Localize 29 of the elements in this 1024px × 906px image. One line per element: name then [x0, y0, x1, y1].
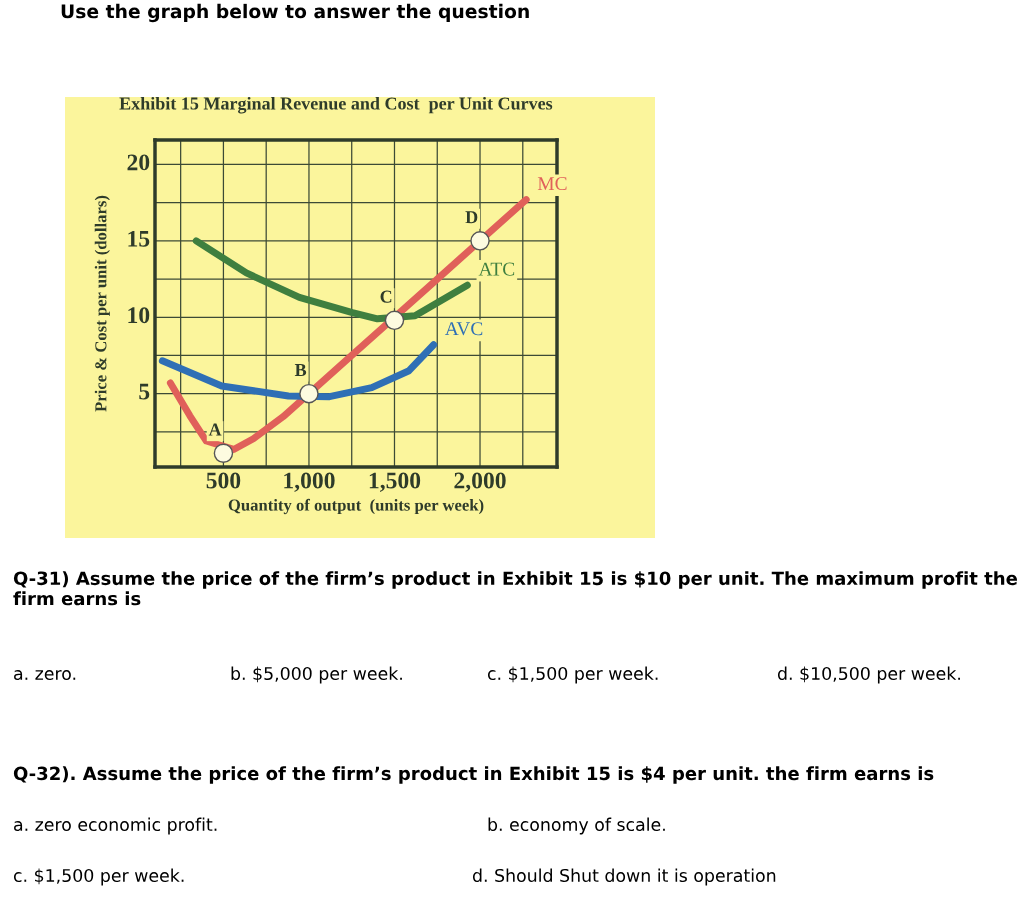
text: c. $1,500 per week.: [13, 868, 184, 886]
series-label: ATC: [478, 262, 515, 276]
text: a. zero.: [14, 670, 76, 681]
x-tick-label: 1,000: [284, 472, 335, 492]
text: d. Should Shut down it is operation: [472, 868, 776, 886]
x-tick-label: 2,000: [454, 472, 506, 492]
annotation: A: [208, 423, 222, 436]
y-axis-title: Price & Cost per unit (dollars): [94, 195, 110, 412]
text: c. $1,500 per week.: [487, 666, 658, 684]
y-tick-label: 5: [139, 383, 150, 400]
annotation: C: [380, 290, 392, 303]
text: d. $10,500 per week.: [777, 666, 960, 684]
annotation: B: [294, 364, 307, 376]
text: Q-31) Assume the price of the firm’s product in Exhibit 15 is $10 per unit. The maximum profit the firm earns is: [13, 571, 1018, 606]
series-label: MC: [537, 177, 567, 191]
text: a. zero economic profit.: [14, 817, 217, 835]
text: b. economy of scale.: [488, 817, 665, 835]
chart-title: Exhibit 15 Marginal Revenue and Cost per Unit Curves: [119, 96, 553, 114]
text: b. $5,000 per week.: [231, 666, 402, 684]
text: Q-32). Assume the price of the firm’s product in Exhibit 15 is $4 per unit. the firm earns is: [13, 766, 934, 784]
y-tick-label: 20: [127, 154, 150, 171]
series-label: AVC: [444, 322, 483, 336]
x-axis-title: Quantity of output (units per week): [228, 498, 484, 515]
y-tick-label: 15: [128, 230, 150, 247]
x-tick-label: 1,500: [369, 472, 421, 492]
y-tick-label: 10: [128, 307, 150, 324]
x-tick-label: 500: [206, 472, 241, 489]
text: Use the graph below to answer the question: [61, 3, 529, 23]
annotation: D: [465, 211, 478, 224]
